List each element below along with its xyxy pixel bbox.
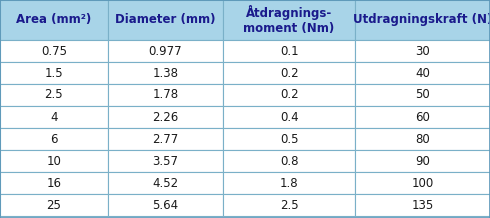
Bar: [223, 194, 355, 216]
Bar: [108, 106, 223, 128]
Bar: [223, 40, 355, 62]
Bar: [0, 0, 108, 40]
Bar: [108, 62, 223, 84]
Text: 3.57: 3.57: [152, 155, 178, 167]
Bar: [223, 106, 355, 128]
Bar: [108, 84, 223, 106]
Text: 50: 50: [415, 89, 430, 102]
Text: 4: 4: [50, 111, 58, 124]
Bar: [355, 84, 490, 106]
Bar: [108, 40, 223, 62]
Text: 1.38: 1.38: [152, 66, 178, 80]
Text: 25: 25: [47, 199, 61, 211]
Text: 0.4: 0.4: [280, 111, 298, 124]
Bar: [0, 106, 108, 128]
Text: 2.5: 2.5: [280, 199, 298, 211]
Bar: [0, 194, 108, 216]
Text: Utdragningskraft (N): Utdragningskraft (N): [353, 14, 490, 27]
Bar: [223, 172, 355, 194]
Bar: [355, 194, 490, 216]
Bar: [0, 150, 108, 172]
Bar: [0, 40, 108, 62]
Bar: [223, 150, 355, 172]
Text: Area (mm²): Area (mm²): [16, 14, 92, 27]
Text: 80: 80: [415, 133, 430, 145]
Text: 0.1: 0.1: [280, 44, 298, 58]
Text: 60: 60: [415, 111, 430, 124]
Text: 2.5: 2.5: [45, 89, 63, 102]
Text: 0.2: 0.2: [280, 66, 298, 80]
Bar: [355, 172, 490, 194]
Bar: [355, 62, 490, 84]
Bar: [355, 0, 490, 40]
Bar: [0, 62, 108, 84]
Text: 90: 90: [415, 155, 430, 167]
Bar: [223, 62, 355, 84]
Bar: [108, 0, 223, 40]
Bar: [223, 128, 355, 150]
Text: 135: 135: [412, 199, 434, 211]
Bar: [108, 150, 223, 172]
Text: 4.52: 4.52: [152, 177, 178, 189]
Text: 16: 16: [47, 177, 61, 189]
Bar: [108, 194, 223, 216]
Text: 0.5: 0.5: [280, 133, 298, 145]
Bar: [355, 128, 490, 150]
Bar: [108, 172, 223, 194]
Text: 1.8: 1.8: [280, 177, 298, 189]
Text: 0.977: 0.977: [148, 44, 182, 58]
Bar: [108, 128, 223, 150]
Text: 2.77: 2.77: [152, 133, 178, 145]
Text: 10: 10: [47, 155, 61, 167]
Text: 5.64: 5.64: [152, 199, 178, 211]
Bar: [0, 84, 108, 106]
Bar: [355, 40, 490, 62]
Text: 0.75: 0.75: [41, 44, 67, 58]
Text: 0.2: 0.2: [280, 89, 298, 102]
Text: Åtdragnings-
moment (Nm): Åtdragnings- moment (Nm): [244, 5, 335, 35]
Bar: [223, 0, 355, 40]
Text: 1.5: 1.5: [45, 66, 63, 80]
Text: Diameter (mm): Diameter (mm): [115, 14, 216, 27]
Text: 2.26: 2.26: [152, 111, 178, 124]
Text: 1.78: 1.78: [152, 89, 178, 102]
Bar: [0, 172, 108, 194]
Text: 6: 6: [50, 133, 58, 145]
Bar: [0, 128, 108, 150]
Text: 100: 100: [412, 177, 434, 189]
Bar: [355, 150, 490, 172]
Bar: [355, 106, 490, 128]
Text: 40: 40: [415, 66, 430, 80]
Text: 30: 30: [415, 44, 430, 58]
Text: 0.8: 0.8: [280, 155, 298, 167]
Bar: [223, 84, 355, 106]
